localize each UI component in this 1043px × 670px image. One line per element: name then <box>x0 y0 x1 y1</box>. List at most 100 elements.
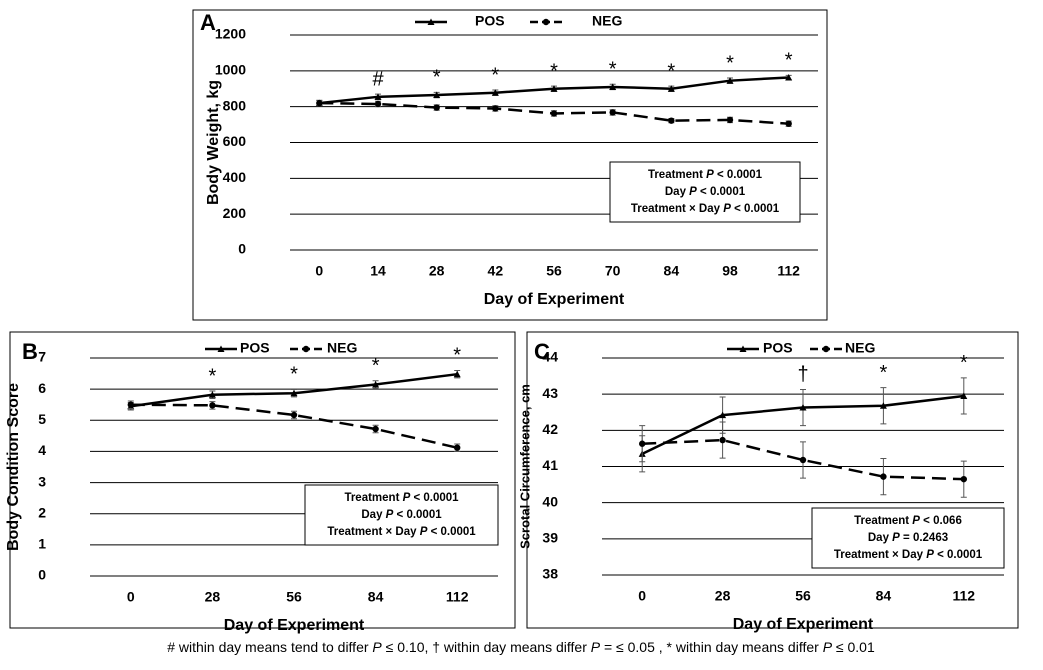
stats-line-part: < 0.0001 <box>393 509 442 521</box>
significance-label: * <box>667 60 675 82</box>
marker <box>316 99 323 107</box>
y-tick-label: 38 <box>542 566 558 582</box>
x-axis-title: Day of Experiment <box>224 617 365 634</box>
y-tick-label: 42 <box>542 421 558 437</box>
y-tick-label: 6 <box>38 380 46 396</box>
stats-line-part: P <box>403 492 411 504</box>
stats-box <box>811 507 1005 569</box>
y-tick-label: 1200 <box>215 26 246 42</box>
stats-line: Treatment P < 0.0001 <box>344 492 459 504</box>
stats-line-part: Day <box>361 509 385 521</box>
x-tick-label: 0 <box>315 263 323 279</box>
panel-label: B <box>22 339 38 364</box>
x-tick-label: 112 <box>953 588 976 604</box>
y-tick-label: 3 <box>38 473 46 489</box>
x-tick-label: 84 <box>876 588 892 604</box>
y-tick-label: 4 <box>38 442 46 458</box>
marker <box>433 91 441 99</box>
stats-line: Treatment P < 0.0001 <box>648 169 763 181</box>
x-axis-title: Day of Experiment <box>733 616 874 633</box>
stats-box <box>304 484 499 546</box>
stats-line-part: P <box>386 509 394 521</box>
marker <box>785 120 792 127</box>
stats-line-part: = 0.2463 <box>900 532 948 544</box>
marker <box>609 109 616 116</box>
legend-marker <box>427 18 435 25</box>
x-axis-title: Day of Experiment <box>484 291 625 308</box>
marker <box>550 110 558 117</box>
stats-line-part: Treatment × Day <box>834 549 926 561</box>
legend-marker <box>542 18 550 26</box>
panel-label: C <box>534 339 550 364</box>
x-tick-label: 28 <box>715 588 731 604</box>
stats-line-part: Day <box>665 186 689 198</box>
stats-line-part: < 0.0001 <box>714 169 763 181</box>
significance-label: * <box>960 352 968 374</box>
stats-line: Day P < 0.0001 <box>361 509 442 521</box>
significance-label: * <box>609 59 617 81</box>
marker <box>209 402 216 409</box>
marker <box>799 404 807 411</box>
x-tick-label: 28 <box>429 263 445 279</box>
significance-label: * <box>550 60 558 82</box>
stats-line: Treatment × Day P < 0.0001 <box>631 203 780 215</box>
significance-label: # <box>372 68 384 90</box>
significance-label: * <box>433 67 441 89</box>
significance-label: * <box>372 355 380 377</box>
x-tick-label: 56 <box>286 589 302 605</box>
y-axis-title: Body Weight, kg <box>205 80 222 205</box>
legend-marker <box>217 345 225 352</box>
stats-line: Treatment × Day P < 0.0001 <box>834 549 983 561</box>
stats-line-part: Treatment <box>854 515 912 527</box>
y-axis-title: Scrotal Circumference, cm <box>517 384 532 549</box>
marker <box>127 401 134 408</box>
significance-label: * <box>491 64 499 86</box>
y-tick-label: 0 <box>238 241 246 257</box>
y-tick-label: 40 <box>542 493 558 509</box>
y-tick-label: 200 <box>223 205 247 221</box>
significance-label: * <box>880 362 888 384</box>
stats-line-part: P <box>723 203 731 215</box>
x-tick-label: 70 <box>605 263 621 279</box>
y-tick-label: 800 <box>223 97 247 113</box>
marker <box>372 380 380 388</box>
y-tick-label: 600 <box>223 133 247 149</box>
y-tick-label: 39 <box>542 530 558 546</box>
x-tick-label: 56 <box>546 263 562 279</box>
marker <box>639 440 646 447</box>
y-tick-label: 7 <box>38 349 46 365</box>
stats-line-part: Treatment × Day <box>327 526 419 538</box>
y-tick-label: 44 <box>542 349 558 365</box>
stats-line-part: P <box>926 549 934 561</box>
footnote-part: = ≤ 0.05 , * within day means differ <box>600 639 823 655</box>
significance-label: * <box>785 50 793 72</box>
series-line <box>642 438 964 481</box>
legend-label: POS <box>475 13 505 29</box>
legend-label: NEG <box>592 13 622 29</box>
stats-line-part: P <box>912 515 920 527</box>
marker <box>491 89 499 96</box>
y-tick-label: 43 <box>542 385 558 401</box>
footnote-part: # within day means tend to differ <box>167 639 372 655</box>
marker <box>290 389 298 397</box>
marker <box>609 83 617 90</box>
marker <box>550 85 558 92</box>
significance-label: * <box>209 365 217 387</box>
stats-line-part: < 0.0001 <box>731 203 780 215</box>
legend-label: POS <box>240 340 270 356</box>
series-line <box>130 403 458 449</box>
y-tick-label: 400 <box>223 169 247 185</box>
marker <box>785 73 793 81</box>
marker <box>667 85 675 92</box>
marker <box>208 391 216 398</box>
significance-label: * <box>453 345 461 367</box>
stats-box <box>609 161 801 223</box>
panel-label: A <box>200 10 216 35</box>
y-tick-label: 41 <box>542 457 558 473</box>
footnote-part: P <box>823 639 833 655</box>
stats-line-part: P <box>420 526 428 538</box>
y-tick-label: 5 <box>38 411 46 427</box>
stats-line-part: Treatment <box>344 492 402 504</box>
y-tick-label: 1000 <box>215 62 246 78</box>
legend-label: NEG <box>327 340 357 356</box>
